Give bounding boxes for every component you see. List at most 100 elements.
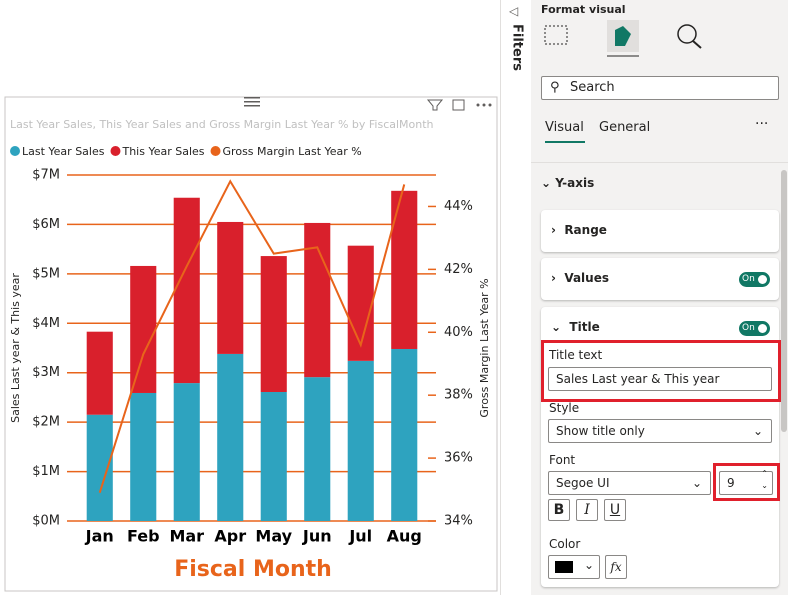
x-tick-label: Jan — [85, 527, 114, 546]
tab-underline — [545, 141, 585, 143]
section-range: › Range — [551, 223, 607, 237]
values-card[interactable]: › Values On — [541, 258, 779, 300]
visual-frame — [4, 96, 498, 592]
font-dropdown[interactable]: Segoe UI ⌄ — [548, 471, 711, 495]
legend-marker — [110, 146, 121, 156]
section-label: Range — [564, 223, 607, 237]
bar — [173, 197, 200, 384]
filter-icon[interactable] — [426, 99, 444, 111]
section-y-axis[interactable]: ⌄ Y-axis — [541, 176, 595, 190]
fields-icon[interactable] — [544, 25, 568, 45]
bar — [130, 392, 157, 521]
title-toggle[interactable]: On — [739, 321, 770, 336]
pane-icons — [544, 20, 702, 57]
filters-label: Filters — [509, 24, 525, 71]
x-tick-label: May — [255, 527, 292, 546]
dropdown-value: Segoe UI — [556, 476, 610, 490]
underline-button[interactable]: U — [604, 499, 626, 521]
y2-tick-label: 38% — [444, 388, 473, 403]
legend-marker — [210, 146, 221, 156]
y2-axis-title: Gross Margin Last Year % — [478, 278, 491, 417]
tab-general[interactable]: General — [599, 120, 651, 135]
search-icon: ⚲ — [550, 80, 560, 95]
y-tick-label: $6M — [32, 217, 60, 232]
divider — [531, 162, 788, 163]
x-tick-label: Jun — [302, 527, 332, 546]
highlight-box — [541, 340, 781, 402]
y-tick-label: $4M — [32, 316, 60, 331]
filters-strip[interactable]: ◁ Filters — [500, 0, 532, 595]
section-values: › Values — [551, 271, 609, 285]
y-tick-label: $2M — [32, 415, 60, 430]
y-tick-label: $1M — [32, 464, 60, 479]
x-tick-label: Apr — [214, 527, 246, 546]
x-tick-label: Jul — [348, 527, 372, 546]
chart: Last Year Sales, This Year Sales and Gro… — [4, 96, 498, 592]
scrollbar[interactable] — [781, 170, 787, 432]
x-tick-label: Aug — [387, 527, 422, 546]
y-tick-label: $7M — [32, 168, 60, 183]
x-tick-label: Mar — [169, 527, 204, 546]
search-placeholder: Search — [570, 80, 615, 95]
y-tick-label: $5M — [32, 266, 60, 281]
bar — [347, 360, 374, 521]
y2-tick-label: 40% — [444, 325, 473, 340]
dropdown-value: Show title only — [556, 424, 645, 438]
bar — [304, 222, 331, 378]
line — [98, 179, 406, 493]
y2-tick-label: 42% — [444, 262, 473, 277]
chart-title: Last Year Sales, This Year Sales and Gro… — [10, 118, 434, 131]
focus-icon[interactable] — [452, 99, 465, 111]
font-size-input[interactable]: 9 ⌃ ⌄ — [719, 469, 773, 495]
more-options[interactable]: ··· — [755, 116, 769, 132]
italic-button[interactable]: I — [576, 499, 598, 521]
section-label: Title — [569, 320, 600, 334]
legend-label: Last Year Sales — [22, 145, 105, 158]
bar — [217, 353, 244, 521]
more-icon[interactable] — [476, 103, 480, 107]
section-label: Values — [564, 271, 609, 285]
format-icon — [615, 26, 631, 46]
search-box[interactable]: Search ⚲ — [541, 76, 779, 100]
bar — [86, 331, 113, 415]
title-text-input[interactable]: Sales Last year & This year — [548, 367, 772, 391]
x-axis-title: Fiscal Month — [174, 557, 332, 582]
filters-icon: ◁ — [509, 4, 519, 18]
title-text-label: Title text — [549, 348, 603, 362]
range-card[interactable]: › Range — [541, 210, 779, 252]
values-toggle[interactable]: On — [739, 272, 770, 287]
pane-title: Format visual — [541, 3, 626, 16]
analytics-icon[interactable] — [677, 24, 697, 44]
y-tick-label: $3M — [32, 365, 60, 380]
y2-tick-label: 36% — [444, 451, 473, 466]
bar — [130, 265, 157, 393]
font-label: Font — [549, 453, 576, 467]
color-label: Color — [549, 537, 581, 551]
bar — [86, 414, 113, 521]
color-swatch — [555, 561, 573, 573]
y2-tick-label: 34% — [444, 514, 473, 529]
legend-label: Gross Margin Last Year % — [223, 145, 362, 158]
section-title[interactable]: ⌄ Title — [551, 320, 600, 334]
tab-visual[interactable]: Visual — [545, 120, 584, 135]
legend-marker — [10, 146, 20, 156]
y2-tick-label: 44% — [444, 199, 473, 214]
bar — [217, 221, 244, 354]
visual-icons — [244, 97, 492, 111]
fx-button[interactable]: fx — [605, 555, 627, 579]
color-picker[interactable]: ⌄ — [548, 555, 600, 579]
style-dropdown[interactable]: Show title only ⌄ — [548, 419, 772, 443]
bar — [260, 391, 287, 521]
bold-button[interactable]: B — [548, 499, 570, 521]
y-axis-title: Sales Last year & This year — [9, 273, 22, 423]
style-label: Style — [549, 401, 580, 415]
highlight-box — [713, 463, 780, 501]
x-tick-label: Feb — [127, 527, 160, 546]
bar — [304, 377, 331, 521]
font-size-value: 9 — [727, 476, 735, 490]
bar — [391, 348, 418, 521]
y-tick-label: $0M — [32, 514, 60, 529]
bar — [260, 256, 287, 392]
bar — [173, 383, 200, 521]
